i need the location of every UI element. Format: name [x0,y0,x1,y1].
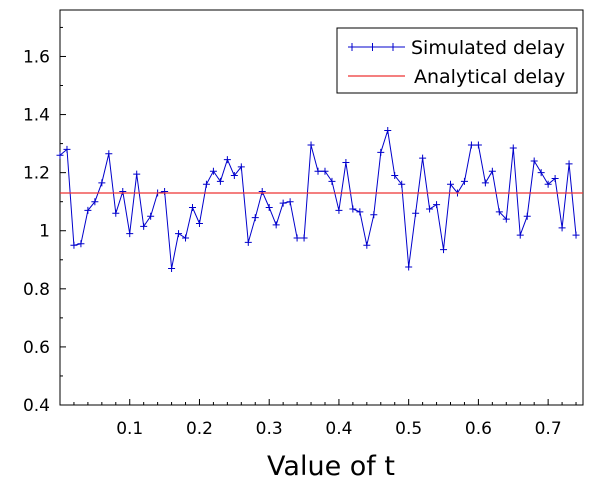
data-point [544,180,552,188]
data-point [307,141,315,149]
y-tick-label: 1 [39,222,50,242]
data-point [91,198,99,206]
data-point [119,188,127,196]
data-point [195,219,203,227]
data-point [433,201,441,209]
data-point [398,180,406,188]
x-tick-label: 0.1 [116,419,143,439]
y-tick-label: 1.2 [23,164,50,184]
data-point [161,188,169,196]
series-line-0 [59,130,577,269]
data-point [565,160,573,168]
data-point [258,188,266,196]
data-point [488,167,496,175]
series-layer [56,127,583,272]
data-point [509,144,517,152]
data-point [363,241,371,249]
data-point [516,231,524,239]
data-point [237,163,245,171]
y-tick-label: 1.6 [23,47,50,67]
x-tick-label: 0.5 [395,419,422,439]
data-point [523,212,531,220]
data-point [342,158,350,166]
y-tick-label: 0.8 [23,280,50,300]
data-point [209,167,217,175]
data-point [405,263,413,271]
data-point [349,205,357,213]
data-point [286,198,294,206]
data-point [223,156,231,164]
x-tick-label: 0.6 [465,419,492,439]
data-point [551,174,559,182]
data-point [70,241,78,249]
x-tick-label: 0.4 [325,419,352,439]
data-point [77,240,85,248]
data-point [426,205,434,213]
data-point [105,150,113,158]
data-point [140,222,148,230]
data-point [558,224,566,232]
data-point [530,157,538,165]
data-point [202,180,210,188]
axis-tick-labels: 0.1 0.2 0.3 0.4 0.5 0.6 0.7 0.4 0.6 0.8 1 1.2 1.4 1.6 [23,47,562,439]
y-tick-label: 0.4 [23,396,50,416]
y-tick-label: 0.6 [23,338,50,358]
data-point [175,230,183,238]
data-point [300,234,308,242]
data-point [447,180,455,188]
data-point [126,230,134,238]
data-point [112,209,120,217]
data-point [272,221,280,229]
data-point [460,177,468,185]
x-tick-label: 0.7 [535,419,562,439]
data-point [481,179,489,187]
data-point [321,167,329,175]
data-point [279,199,287,207]
x-tick-label: 0.3 [256,419,283,439]
plot-frame [59,9,584,406]
data-point [63,145,71,153]
data-point [182,234,190,242]
data-point [133,170,141,178]
data-point [335,206,343,214]
data-point [495,208,503,216]
data-point [147,212,155,220]
legend-box [336,27,578,94]
data-point [265,204,273,211]
data-point [474,141,482,149]
data-point [370,211,378,219]
data-point [168,264,176,272]
data-point [412,209,420,217]
data-point [377,148,385,156]
legend: Simulated delay Analytical delay [336,27,578,94]
data-point [356,208,364,216]
axis-ticks [60,26,577,406]
data-point [419,154,427,162]
data-point [572,231,580,239]
data-point [188,204,196,211]
data-point [56,151,64,159]
data-point [384,127,392,135]
data-point [537,169,545,177]
data-point [328,177,336,185]
legend-label-simulated: Simulated delay [411,37,565,59]
data-point [84,206,92,214]
data-point [230,172,238,180]
data-point [98,179,106,187]
data-point [467,141,475,149]
data-point [293,234,301,242]
data-point [440,246,448,254]
legend-label-analytical: Analytical delay [414,66,565,88]
data-point [502,215,510,223]
data-point [314,167,322,175]
y-tick-label: 1.4 [23,106,50,126]
data-point [244,238,252,246]
data-point [216,177,224,185]
x-axis-title: Value of t [267,451,395,482]
data-point [251,214,259,222]
data-point [391,172,399,180]
x-tick-label: 0.2 [186,419,213,439]
legend-marker-simulated [348,43,397,51]
